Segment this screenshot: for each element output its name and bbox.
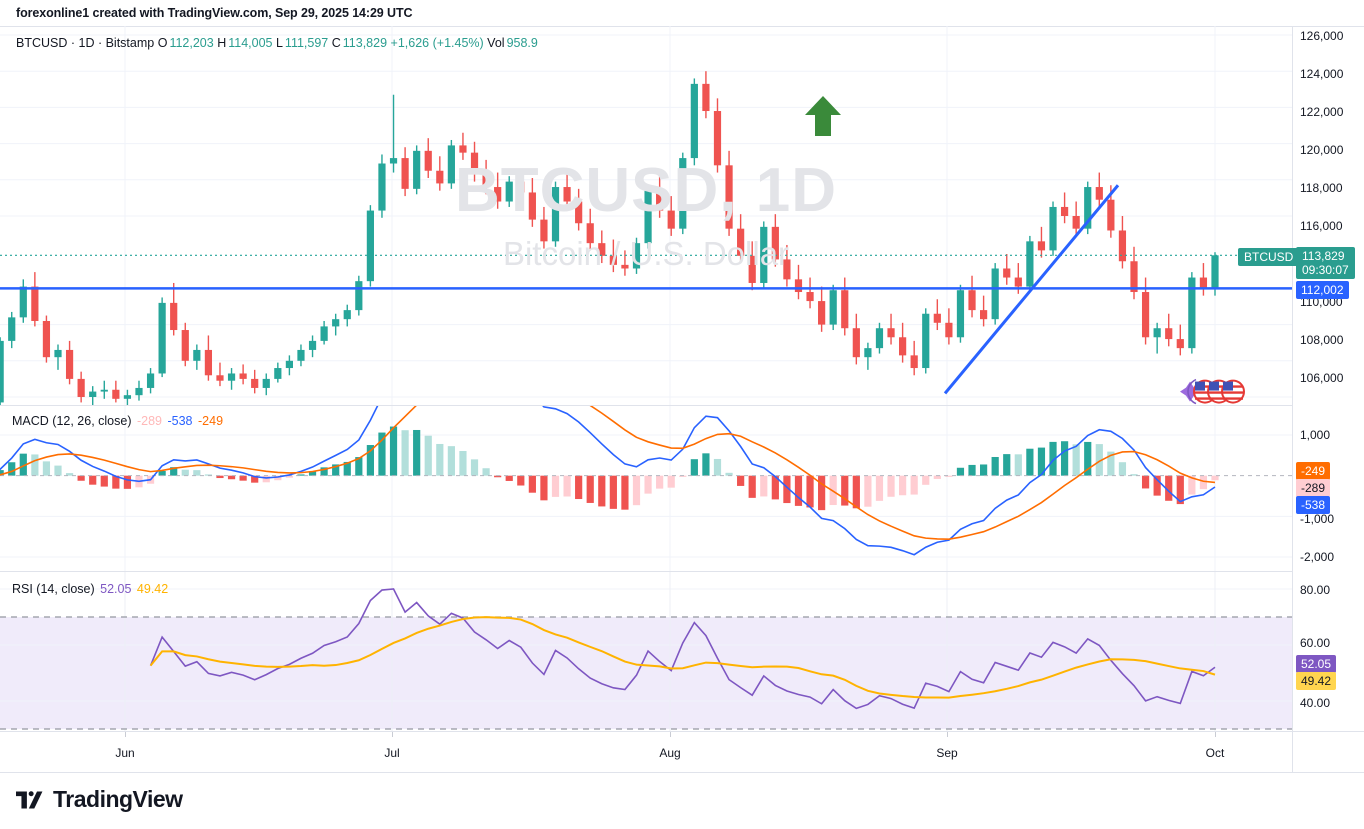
rsi-tick-80: 80.00 (1300, 583, 1331, 597)
time-tick-jul: Jul (384, 746, 400, 760)
last-price-time: 09:30:07 (1302, 263, 1349, 277)
symbol-price-tag: BTCUSD (1238, 248, 1300, 266)
macd-line-badge: -538 (1296, 496, 1331, 514)
macd-hist-badge: -289 (1296, 479, 1331, 497)
price-tick-108000: 108,000 (1300, 333, 1344, 347)
time-tick-mark-jun (125, 732, 126, 737)
rsi-chart-svg (0, 572, 1292, 731)
time-tick-aug: Aug (659, 746, 681, 760)
attribution-text: forexonline1 created with TradingView.co… (16, 6, 413, 20)
rsi-tick-60: 60.00 (1300, 636, 1331, 650)
time-tick-sep: Sep (936, 746, 958, 760)
pane-divider-price-macd[interactable] (0, 405, 1292, 406)
rsi-value-badge: 52.05 (1296, 655, 1337, 673)
time-tick-mark-sep (947, 732, 948, 737)
rsi-ma-badge: 49.42 (1296, 672, 1337, 690)
last-price-value: 113,829 (1302, 249, 1345, 263)
macd-pane[interactable] (0, 406, 1292, 571)
time-tick-mark-aug (670, 732, 671, 737)
macd-tick-neg2000: -2,000 (1300, 550, 1335, 564)
price-tick-124000: 124,000 (1300, 67, 1344, 81)
tradingview-logo-icon (16, 790, 43, 809)
price-tick-122000: 122,000 (1300, 105, 1344, 119)
time-axis[interactable]: Jun Jul Aug Sep Oct (0, 732, 1292, 772)
last-price-badge: 113,829 09:30:07 (1296, 247, 1355, 279)
price-tick-126000: 126,000 (1300, 29, 1344, 43)
footer: TradingView (16, 786, 183, 813)
rsi-pane[interactable] (0, 572, 1292, 731)
pane-divider-macd-rsi[interactable] (0, 571, 1292, 572)
price-tick-116000: 116,000 (1300, 219, 1343, 233)
price-tick-118000: 118,000 (1300, 181, 1343, 195)
time-tick-mark-jul (392, 732, 393, 737)
time-tick-mark-oct (1215, 732, 1216, 737)
price-chart-svg (0, 26, 1292, 405)
macd-tick-1000: 1,000 (1300, 428, 1331, 442)
time-axis-separator (0, 731, 1364, 732)
tradingview-brand-text: TradingView (53, 786, 183, 812)
rsi-tick-40: 40.00 (1300, 696, 1331, 710)
time-tick-jun: Jun (115, 746, 135, 760)
macd-signal-badge: -249 (1296, 462, 1331, 480)
price-tick-120000: 120,000 (1300, 143, 1344, 157)
price-axis-separator (1292, 26, 1293, 773)
price-pane[interactable] (0, 26, 1292, 405)
time-tick-oct: Oct (1205, 746, 1225, 760)
hline-price-badge: 112,002 (1296, 281, 1349, 299)
macd-chart-svg (0, 406, 1292, 571)
price-tick-106000: 106,000 (1300, 371, 1344, 385)
macd-tick-neg1000: -1,000 (1300, 512, 1335, 526)
